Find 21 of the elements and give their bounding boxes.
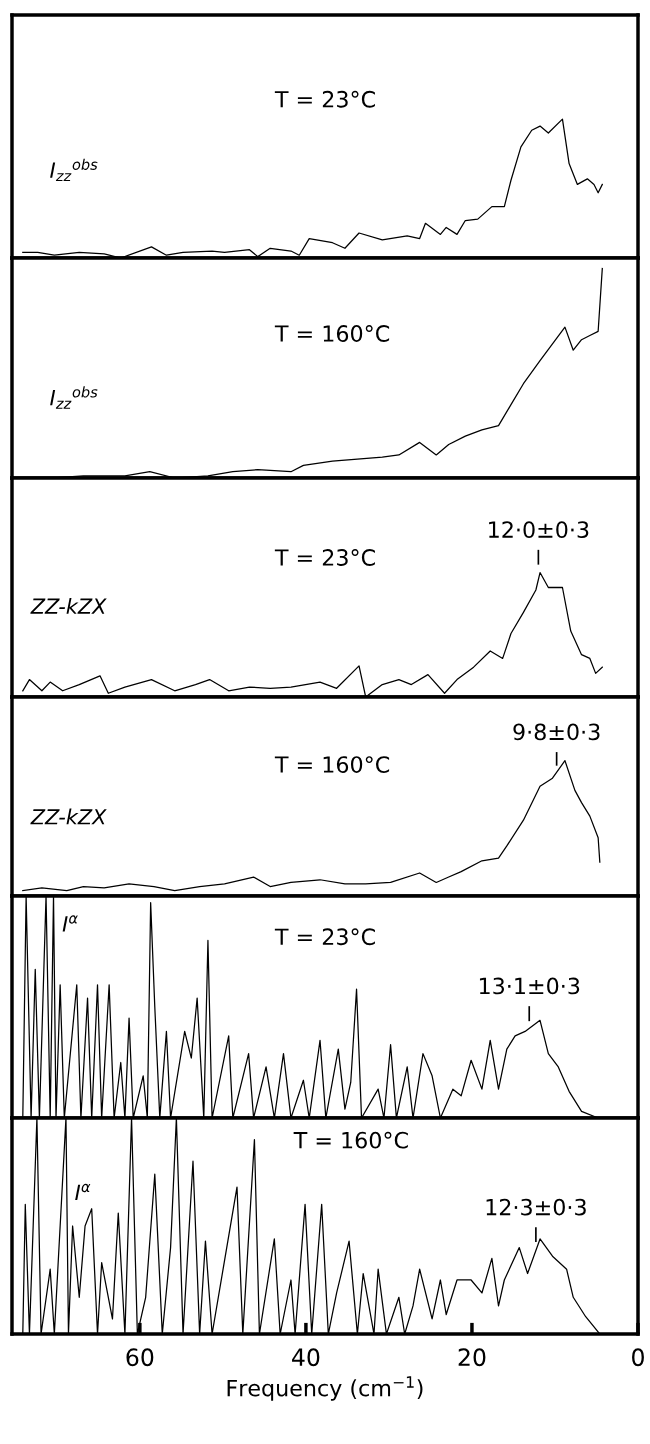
x-tick-label: 40 — [292, 1348, 320, 1367]
annotation: 9·8±0·3 — [513, 723, 600, 741]
x-tick-label: 60 — [126, 1348, 154, 1367]
annotation: I$^{α}$ — [75, 1183, 91, 1200]
annotation: ZZ-kZX — [30, 597, 107, 614]
annotation: 12·3±0·3 — [486, 1198, 586, 1216]
annotation: 12·0±0·3 — [489, 521, 589, 539]
annotation: T = 160°C — [274, 756, 390, 773]
annotation: T = 23°C — [274, 928, 375, 946]
annotation: I$^{α}$ — [62, 915, 78, 932]
text: T = 23°C — [274, 90, 375, 108]
annotation: T = 160°C — [274, 325, 390, 342]
x-axis-title: Frequency (cm$^{−1}$) — [227, 1376, 423, 1401]
text: T = 23°C — [274, 549, 375, 566]
annotation: ZZ-kZX — [30, 808, 107, 825]
annotation: T = 160°C — [293, 1131, 408, 1149]
x-tick-label: 0 — [632, 1348, 644, 1367]
annotation: I$_{zz}$$^{obs}$ — [50, 386, 98, 409]
annotation: 13·1±0·3 — [479, 977, 580, 995]
annotation: I$_{zz}$$^{obs}$ — [50, 158, 98, 182]
x-tick-label: 20 — [458, 1348, 486, 1367]
